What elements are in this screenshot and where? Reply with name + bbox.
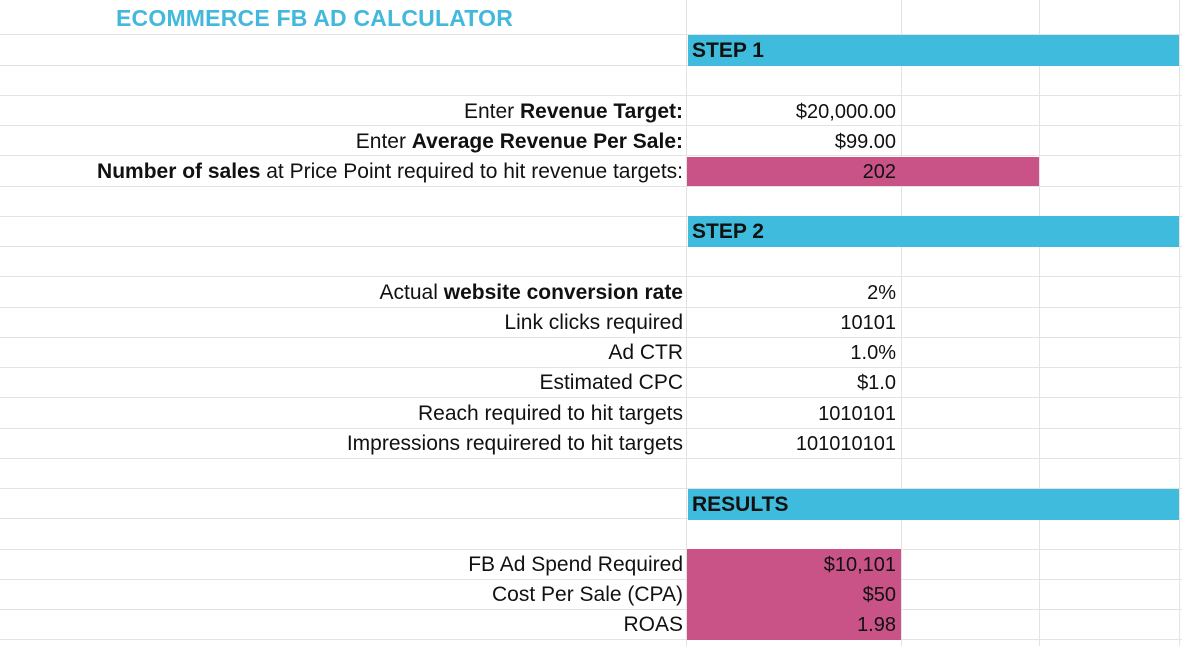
ad-spend-row: FB Ad Spend Required $10,101 bbox=[0, 550, 1182, 580]
roas-row: ROAS 1.98 bbox=[0, 610, 1182, 640]
label-suffix: at Price Point required to hit revenue t… bbox=[260, 160, 683, 183]
gridline bbox=[0, 34, 1182, 35]
estimated-cpc-cell[interactable]: $1.0 bbox=[857, 372, 896, 394]
step2-header-band bbox=[688, 216, 1179, 247]
label-bold: Average Revenue Per Sale: bbox=[411, 130, 683, 153]
gridline bbox=[1179, 0, 1180, 646]
calculator-title: ECOMMERCE FB AD CALCULATOR bbox=[116, 5, 514, 31]
gridline bbox=[0, 246, 1182, 247]
sales-required-label: Number of sales at Price Point required … bbox=[97, 157, 683, 187]
gridline bbox=[901, 0, 902, 646]
step2-header: STEP 2 bbox=[692, 220, 764, 243]
gridline bbox=[0, 428, 1182, 429]
ad-ctr-cell[interactable]: 1.0% bbox=[850, 342, 896, 364]
avg-revenue-label: Enter Average Revenue Per Sale: bbox=[356, 127, 683, 157]
gridline bbox=[0, 397, 1182, 398]
gridline bbox=[0, 216, 1182, 217]
step1-header-band bbox=[688, 35, 1179, 66]
avg-revenue-row: Enter Average Revenue Per Sale: $99.00 bbox=[0, 127, 1182, 157]
step1-header: STEP 1 bbox=[692, 39, 764, 62]
conversion-rate-label: Actual website conversion rate bbox=[380, 278, 683, 308]
results-highlight bbox=[687, 549, 901, 640]
ad-ctr-row: Ad CTR 1.0% bbox=[0, 338, 1182, 368]
gridline bbox=[0, 307, 1182, 308]
revenue-target-cell[interactable]: $20,000.00 bbox=[795, 101, 896, 123]
sales-required-highlight bbox=[687, 157, 1039, 186]
gridline bbox=[0, 95, 1182, 96]
gridline bbox=[0, 549, 1182, 550]
roas-cell[interactable]: 1.98 bbox=[857, 614, 896, 636]
link-clicks-row: Link clicks required 10101 bbox=[0, 308, 1182, 338]
gridline bbox=[0, 367, 1182, 368]
cpa-cell[interactable]: $50 bbox=[862, 584, 896, 606]
label-prefix: Enter bbox=[463, 100, 520, 123]
link-clicks-label: Link clicks required bbox=[504, 311, 683, 334]
impressions-cell[interactable]: 101010101 bbox=[795, 433, 896, 455]
sales-required-row: Number of sales at Price Point required … bbox=[0, 157, 1182, 187]
gridline bbox=[0, 125, 1182, 126]
gridline bbox=[0, 518, 1182, 519]
estimated-cpc-label: Estimated CPC bbox=[539, 371, 683, 394]
label-prefix: Actual bbox=[379, 281, 444, 304]
label-bold: Revenue Target: bbox=[520, 100, 683, 123]
gridline bbox=[686, 0, 687, 646]
gridline bbox=[1039, 0, 1040, 646]
impressions-label: Impressions requirered to hit targets bbox=[346, 432, 683, 455]
gridline bbox=[0, 488, 1182, 489]
gridline bbox=[0, 276, 1182, 277]
conversion-rate-cell[interactable]: 2% bbox=[867, 282, 896, 304]
reach-cell[interactable]: 1010101 bbox=[818, 403, 896, 425]
gridline bbox=[0, 609, 1182, 610]
reach-label: Reach required to hit targets bbox=[418, 402, 683, 425]
results-header: RESULTS bbox=[692, 493, 789, 516]
gridline bbox=[0, 186, 1182, 187]
gridline bbox=[0, 639, 1182, 640]
gridline bbox=[0, 458, 1182, 459]
sales-required-cell[interactable]: 202 bbox=[862, 161, 896, 183]
label-bold: website conversion rate bbox=[443, 281, 683, 304]
estimated-cpc-row: Estimated CPC $1.0 bbox=[0, 368, 1182, 398]
label-bold: Number of sales bbox=[97, 160, 261, 183]
cpa-label: Cost Per Sale (CPA) bbox=[492, 583, 683, 606]
cpa-row: Cost Per Sale (CPA) $50 bbox=[0, 580, 1182, 610]
conversion-rate-row: Actual website conversion rate 2% bbox=[0, 278, 1182, 308]
gridline bbox=[0, 65, 1182, 66]
roas-label: ROAS bbox=[623, 613, 683, 636]
ad-ctr-label: Ad CTR bbox=[608, 341, 683, 364]
impressions-row: Impressions requirered to hit targets 10… bbox=[0, 429, 1182, 459]
link-clicks-cell[interactable]: 10101 bbox=[840, 312, 896, 334]
gridline bbox=[0, 579, 1182, 580]
ad-spend-label: FB Ad Spend Required bbox=[468, 553, 683, 576]
ad-spend-cell[interactable]: $10,101 bbox=[823, 554, 896, 576]
gridline bbox=[0, 337, 1182, 338]
gridline bbox=[0, 155, 1182, 156]
avg-revenue-cell[interactable]: $99.00 bbox=[834, 131, 896, 153]
results-header-band bbox=[688, 489, 1179, 520]
revenue-target-label: Enter Revenue Target: bbox=[464, 97, 683, 127]
revenue-target-row: Enter Revenue Target: $20,000.00 bbox=[0, 97, 1182, 127]
reach-row: Reach required to hit targets 1010101 bbox=[0, 399, 1182, 429]
label-prefix: Enter bbox=[355, 130, 412, 153]
